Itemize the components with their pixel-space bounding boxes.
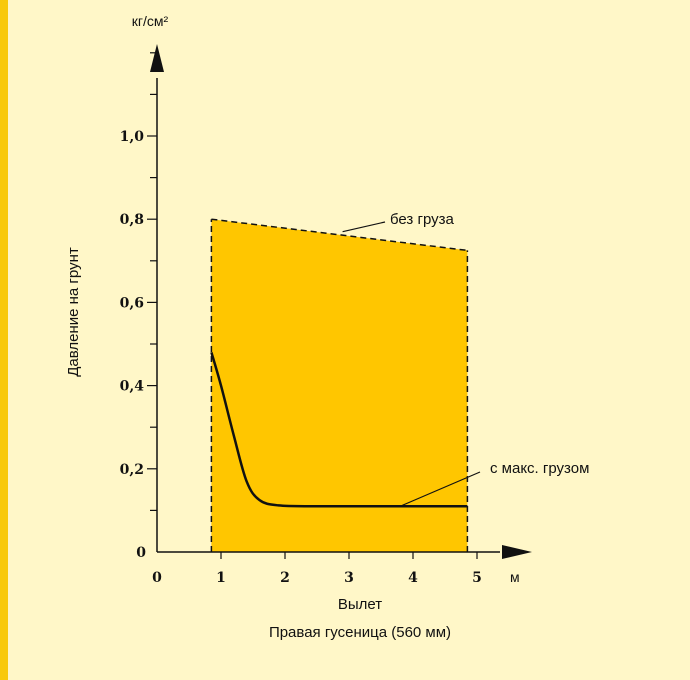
x-tick-label: 0 xyxy=(152,570,162,586)
y-tick-label: 0,2 xyxy=(120,462,144,478)
x-tick-label: 3 xyxy=(344,570,354,586)
series-line-2 xyxy=(210,351,468,508)
y-tick-label: 0,6 xyxy=(120,295,144,311)
x-axis-label: Вылет xyxy=(337,596,383,613)
x-tick-label: 5 xyxy=(472,570,482,586)
y-tick-label: 1,0 xyxy=(120,129,145,145)
y-axis-arrow xyxy=(150,44,164,72)
y-axis-label: Давление на грунт xyxy=(65,247,82,377)
annotation-no-load: без груза xyxy=(390,211,455,228)
annotation-max-load: с макс. грузом xyxy=(490,460,589,477)
y-unit-label: кг/см² xyxy=(132,13,169,29)
x-tick-label: 4 xyxy=(408,570,418,586)
x-unit-label: м xyxy=(510,569,520,585)
y-tick-label: 0 xyxy=(136,545,146,561)
y-tick-label: 0,4 xyxy=(120,379,145,395)
series-line-1 xyxy=(211,218,468,252)
y-tick-label: 0,8 xyxy=(120,212,144,228)
shaded-region xyxy=(211,219,468,552)
accent-strip xyxy=(0,0,8,680)
leader-line-no-load xyxy=(342,221,386,233)
x-tick-label: 1 xyxy=(216,570,226,586)
x-axis-arrow xyxy=(502,545,532,559)
chart-caption: Правая гусеница (560 мм) xyxy=(268,624,452,641)
leader-line-max-load xyxy=(399,471,481,507)
x-tick-label: 2 xyxy=(280,570,290,586)
